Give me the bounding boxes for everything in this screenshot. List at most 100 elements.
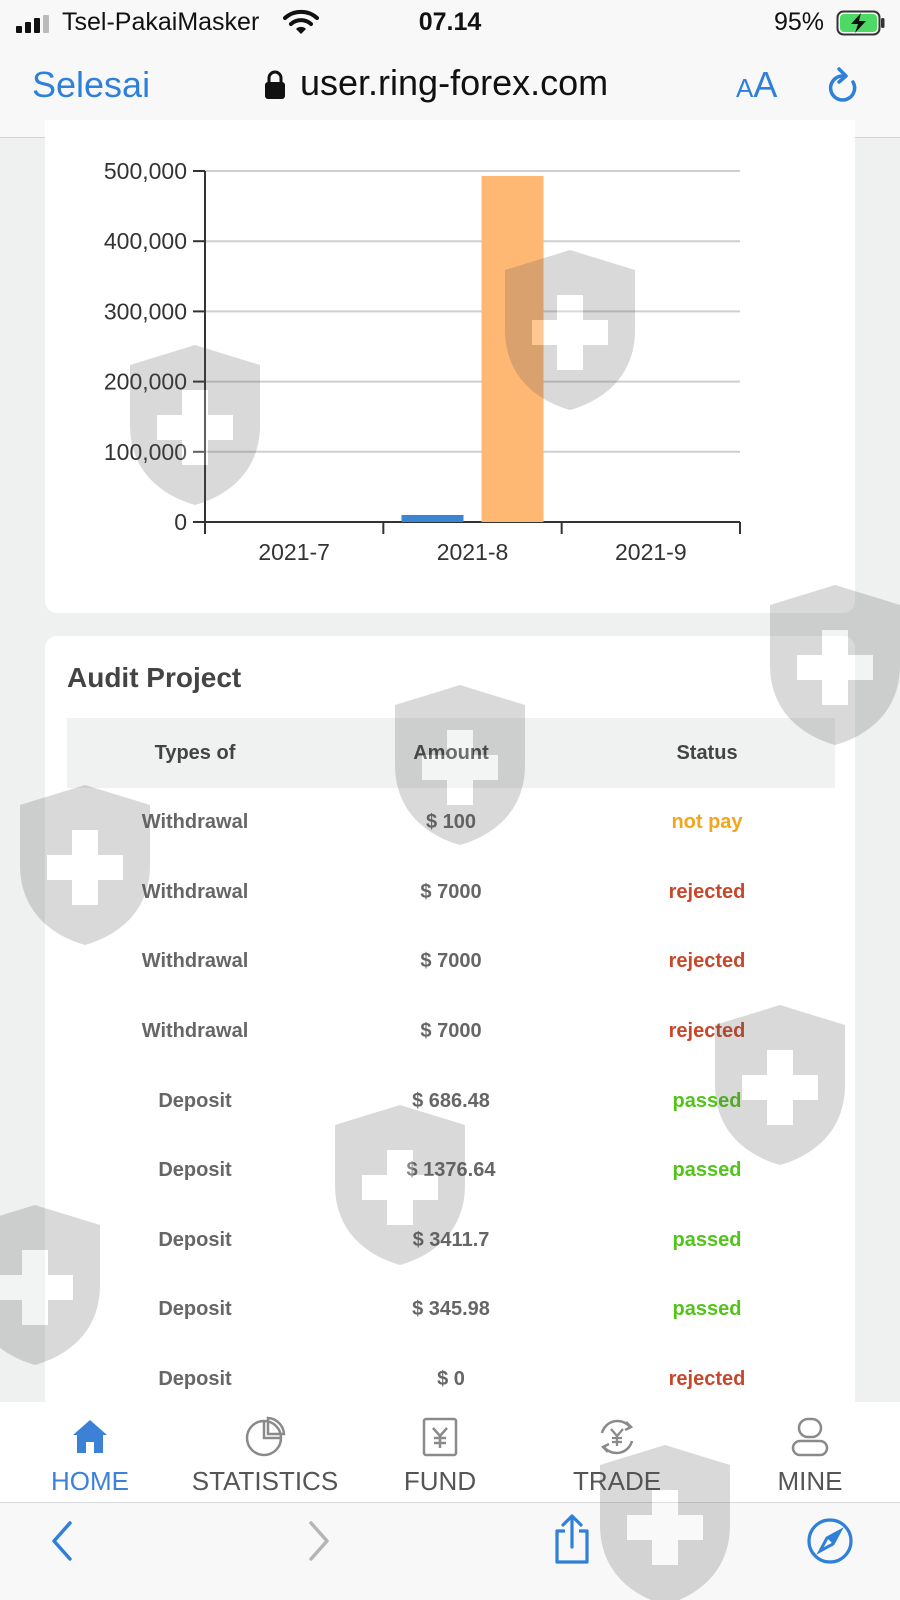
cell-type: Deposit xyxy=(158,1159,232,1182)
watermark-shield-icon xyxy=(770,585,900,745)
x-tick-label: 2021-7 xyxy=(258,539,330,565)
yen-exchange-icon xyxy=(600,1419,634,1455)
tab-statistics-label: STATISTICS xyxy=(191,1466,339,1496)
column-header-type: Types of xyxy=(67,718,323,788)
cell-status: passed xyxy=(672,1298,742,1321)
watermark-shield-icon xyxy=(395,685,525,845)
bar-chart: 0 100,000 200,000 300,000 400,000 500,000 2021… xyxy=(104,158,741,565)
bottom-tab-bar: HOME STATISTICS FUND TRADE MINE xyxy=(0,1402,900,1502)
cell-status: not pay xyxy=(671,811,743,834)
watermark-shield-icon xyxy=(600,1445,730,1600)
column-header-status: Status xyxy=(579,718,835,788)
y-tick-label: 100,000 xyxy=(104,439,187,465)
cell-type: Withdrawal xyxy=(141,880,249,903)
table-row: Deposit $ 1376.64 passed xyxy=(67,1136,835,1206)
wifi-icon xyxy=(283,9,319,34)
yen-document-icon xyxy=(422,1417,458,1457)
tab-mine[interactable]: MINE xyxy=(720,1402,900,1502)
x-tick-label: 2021-8 xyxy=(437,539,509,565)
home-icon xyxy=(73,1420,107,1453)
table-row: Deposit $ 686.48 passed xyxy=(67,1066,835,1136)
cell-status: rejected xyxy=(668,1368,746,1391)
cell-status: rejected xyxy=(668,950,746,973)
pie-chart-icon xyxy=(245,1416,286,1457)
cell-amount: $ 100 xyxy=(323,788,579,858)
cell-amount: $ 0 xyxy=(437,1368,465,1391)
clock: 07.14 xyxy=(418,8,482,36)
audit-title: Audit Project xyxy=(67,662,242,693)
user-icon xyxy=(791,1417,829,1457)
audit-table: Types of Amount Status Withdrawal $ 100 no… xyxy=(67,718,835,1406)
done-button[interactable]: Selesai xyxy=(32,64,151,105)
watermark-shield-icon xyxy=(335,1105,465,1265)
watermark-shield-icon xyxy=(505,250,635,410)
tab-statistics[interactable]: STATISTICS xyxy=(175,1402,355,1502)
table-row: Deposit $ 345.98 passed xyxy=(67,1275,835,1345)
browser-toolbar xyxy=(0,1502,900,1600)
cell-status: rejected xyxy=(668,1020,746,1043)
text-size-large-glyph: A xyxy=(753,64,778,105)
compass-icon[interactable] xyxy=(806,1517,854,1565)
lock-icon xyxy=(265,70,285,99)
text-size-small-glyph: A xyxy=(736,73,754,103)
tab-mine-label: MINE xyxy=(777,1466,843,1496)
watermark-shield-icon xyxy=(20,785,150,945)
cell-type: Deposit xyxy=(158,1228,232,1251)
tab-trade-label: TRADE xyxy=(527,1466,707,1497)
cell-status: passed xyxy=(672,1228,742,1251)
signal-strength-icon xyxy=(16,15,49,33)
tab-fund[interactable]: FUND xyxy=(350,1402,530,1502)
share-icon[interactable] xyxy=(552,1513,592,1565)
tab-trade[interactable]: TRADE xyxy=(527,1402,707,1502)
tab-fund-label: FUND xyxy=(403,1466,477,1496)
table-row: Deposit $ 3411.7 passed xyxy=(67,1206,835,1276)
forward-icon[interactable] xyxy=(305,1519,333,1563)
url-text[interactable]: user.ring-forex.com xyxy=(300,62,609,103)
y-tick-label: 400,000 xyxy=(104,228,187,254)
status-bar: Tsel-PakaiMasker 07.14 95% xyxy=(0,0,900,46)
cell-type: Deposit xyxy=(158,1298,232,1321)
cell-type: Withdrawal xyxy=(141,811,249,834)
table-row: Withdrawal $ 100 not pay xyxy=(67,788,835,858)
carrier-name: Tsel-PakaiMasker xyxy=(62,8,260,36)
battery-charging-icon xyxy=(836,10,885,36)
y-tick-label: 200,000 xyxy=(104,369,187,395)
text-size-button[interactable]: AA xyxy=(736,64,777,106)
watermark-shield-icon xyxy=(130,345,260,505)
column-header-amount: Amount xyxy=(323,718,579,788)
cell-status: rejected xyxy=(668,880,746,903)
cell-type: Withdrawal xyxy=(141,1020,249,1043)
watermark-shield-icon xyxy=(715,1005,845,1165)
battery-percentage: 95% xyxy=(774,8,825,36)
cell-amount: $ 345.98 xyxy=(412,1298,490,1321)
y-tick-label: 0 xyxy=(174,509,187,535)
cell-amount: $ 7000 xyxy=(420,880,482,903)
tab-home-label: HOME xyxy=(51,1466,129,1496)
watermark-shield-icon xyxy=(0,1205,100,1365)
y-tick-label: 300,000 xyxy=(104,298,187,324)
table-row: Withdrawal $ 7000 rejected xyxy=(67,997,835,1067)
table-row: Withdrawal $ 7000 rejected xyxy=(67,858,835,928)
table-header-row: Types of Amount Status xyxy=(67,718,835,788)
audit-project-card: Audit Project Types of Amount Status Wit… xyxy=(45,636,855,1406)
bar xyxy=(481,175,544,522)
cell-amount: $ 7000 xyxy=(420,950,482,973)
back-icon[interactable] xyxy=(48,1519,76,1563)
table-row: Deposit $ 0 rejected xyxy=(67,1345,835,1406)
reload-icon[interactable] xyxy=(823,66,861,106)
cell-status: passed xyxy=(672,1159,742,1182)
cell-amount: $ 7000 xyxy=(420,1020,482,1043)
cell-type: Deposit xyxy=(158,1368,232,1391)
tab-home[interactable]: HOME xyxy=(0,1402,180,1502)
bar xyxy=(401,514,464,522)
table-row: Withdrawal $ 7000 rejected xyxy=(67,927,835,997)
y-tick-label: 500,000 xyxy=(104,158,187,184)
cell-amount: $ 3411.7 xyxy=(412,1228,490,1251)
chart-card: 0 100,000 200,000 300,000 400,000 500,000 2021… xyxy=(45,120,855,613)
cell-type: Deposit xyxy=(158,1089,232,1112)
x-tick-label: 2021-9 xyxy=(615,539,687,565)
cell-amount: $ 1376.64 xyxy=(323,1136,579,1206)
cell-amount: $ 686.48 xyxy=(412,1089,490,1112)
cell-type: Withdrawal xyxy=(141,950,249,973)
cell-status: passed xyxy=(672,1089,742,1112)
